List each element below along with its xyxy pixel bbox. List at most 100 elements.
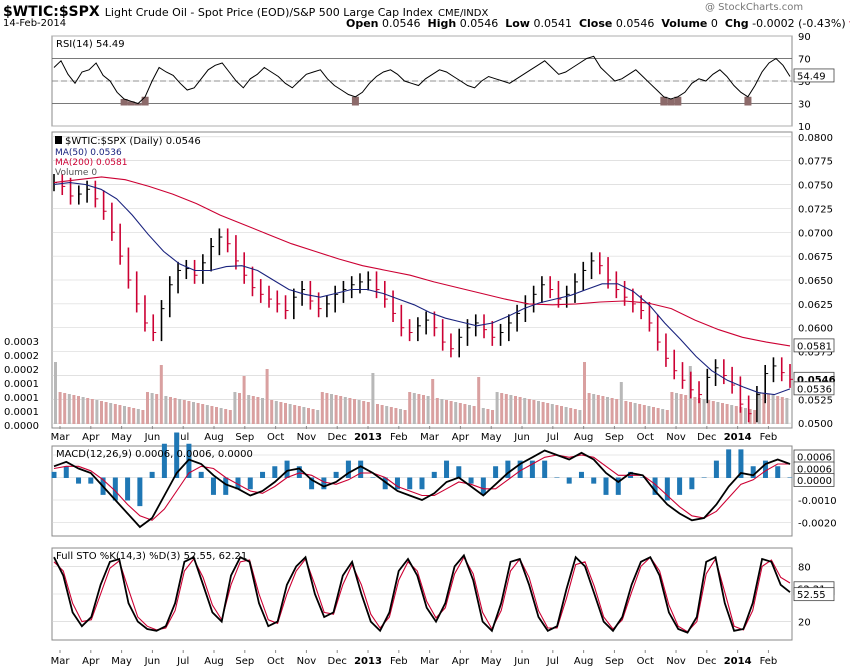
volume-bar [606,397,609,424]
volume-bar [376,404,379,424]
volume-bar [491,410,494,424]
volume-bar [100,401,103,424]
macd-histogram-bar [677,477,683,495]
volume-bar [445,400,448,424]
macd-histogram-bar [726,449,732,478]
x-axis-label: Mar [51,656,71,667]
volume-bar [652,407,655,424]
macd-signal-current-label: 0.0006 [797,465,832,476]
price-axis-tick-label: 0.0575 [798,348,833,359]
x-axis-label: Feb [760,656,778,667]
volume-bar [155,394,159,424]
x-axis-label: May [111,432,132,443]
macd-axis-tick-label: -0.0010 [798,496,837,507]
x-axis-label: Mar [420,656,440,667]
volume-bar [224,409,228,424]
x-axis-label: Aug [574,656,594,667]
volume-bar [95,400,99,424]
volume-bar [261,398,264,424]
macd-histogram-bar [63,466,69,478]
volume-bar [362,401,366,424]
volume-bar [629,402,632,424]
volume-bar [422,395,425,424]
price-axis-tick-label: 0.0725 [798,204,833,215]
volume-legend: Volume 0 [55,168,97,178]
volume-bar [468,405,471,424]
price-axis-tick-label: 0.0625 [798,300,833,311]
volume-bar [541,402,545,424]
price-axis-tick-label: 0.0800 [798,133,833,144]
volume-bar [734,406,738,424]
x-axis-label: Feb [390,656,408,667]
macd-histogram-bar [223,477,229,495]
volume-bar [403,410,407,424]
macd-histogram-bar [615,477,621,495]
x-axis-label: Apr [82,656,100,667]
volume-bar [679,394,683,424]
price-axis-tick-label: 0.0650 [798,276,833,287]
volume-bar [711,401,715,424]
volume-bar [366,402,370,424]
rsi-axis-tick-label: 70 [798,55,811,66]
macd-histogram-bar [603,477,609,495]
volume-bar [518,397,522,424]
macd-histogram-bar [407,477,413,490]
price-axis-tick-label: 0.0700 [798,228,833,239]
macd-histogram-bar [554,477,560,478]
x-axis-label: 2013 [354,656,382,667]
volume-bar [578,410,582,424]
macd-legend: MACD(12,26,9) 0.0006, 0.0006, 0.0000 [56,449,253,460]
x-axis-label: 2014 [724,432,752,443]
volume-bar [665,410,669,424]
volume-bar [587,393,591,424]
volume-bar [431,379,435,424]
volume-bar [500,393,504,424]
macd-histogram-bar [247,477,253,490]
rsi-legend: RSI(14) 54.49 [56,39,125,50]
volume-bar [389,407,393,424]
macd-histogram-bar [738,449,744,478]
x-axis-label: 2014 [724,656,752,667]
ma50-current-label-box [793,381,835,396]
x-axis-label: Dec [328,656,347,667]
volume-bar [164,396,168,424]
rsi-current-label: 54.49 [797,71,826,82]
macd-current-label: 0.0006 [797,453,832,464]
volume-bar [247,395,251,424]
volume-bar [284,403,287,424]
macd-histogram-bar [309,477,315,490]
volume-bar [316,410,320,424]
macd-histogram-bar [149,471,155,478]
symbol-title: $WTIC:$SPX Light Crude Oil - Spot Price … [3,1,488,20]
ma200-current-label-box [793,338,835,353]
volume-bar [477,377,481,424]
volume-bar [771,395,775,424]
x-axis-label: Jul [176,656,189,667]
volume-bar [449,401,453,424]
volume-bar [90,399,94,424]
price-axis-tick-label: 0.0500 [798,419,833,430]
x-axis-label: Jun [144,432,161,443]
volume-bar [279,402,283,424]
volume-bar [173,398,177,424]
volume-bar [564,407,568,424]
volume-bar [514,396,517,424]
price-axis-tick-label: 0.0750 [798,181,833,192]
volume-bar [334,395,338,424]
macd-histogram-bar [775,466,781,478]
macd-hist-current-label: 0.0000 [797,476,832,487]
volume-bar [583,362,586,424]
volume-bar [661,409,665,424]
volume-bar [624,401,628,424]
macd-histogram-bar [321,477,327,490]
x-axis-label: Dec [697,432,716,443]
volume-bar [615,399,619,424]
macd-histogram-bar [174,432,180,478]
volume-bar [412,393,416,424]
volume-bar [380,405,384,424]
volume-bar [265,369,269,424]
volume-bar [274,401,278,424]
macd-histogram-bar [566,477,572,484]
volume-bar [753,410,757,424]
x-axis-label: Dec [697,656,716,667]
